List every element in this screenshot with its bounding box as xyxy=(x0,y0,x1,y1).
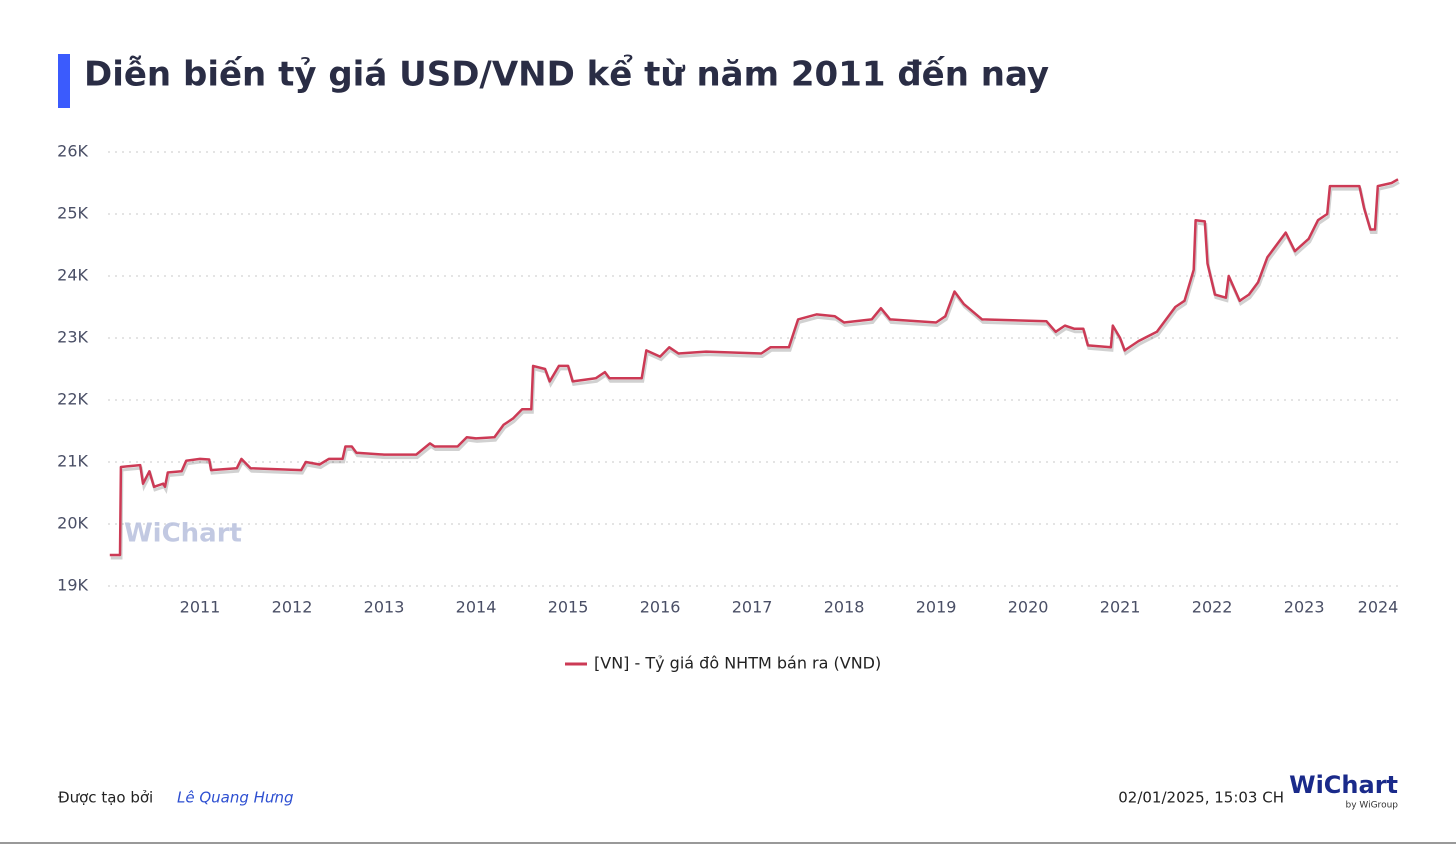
footer-created-by: Được tạo bởi xyxy=(58,789,153,807)
x-tick-label: 2018 xyxy=(824,598,865,617)
legend-label: [VN] - Tỷ giá đô NHTM bán ra (VND) xyxy=(594,654,881,673)
logo: WiChart xyxy=(1289,771,1398,799)
title-accent xyxy=(58,54,70,108)
x-tick-label: 2015 xyxy=(548,598,589,617)
x-tick-label: 2024 xyxy=(1358,598,1399,617)
x-tick-label: 2017 xyxy=(732,598,773,617)
x-tick-label: 2019 xyxy=(916,598,957,617)
watermark: WiChart xyxy=(124,519,242,549)
logo-sub: by WiGroup xyxy=(1345,801,1398,811)
x-tick-label: 2014 xyxy=(456,598,497,617)
footer-author[interactable]: Lê Quang Hưng xyxy=(177,789,293,807)
footer-timestamp: 02/01/2025, 15:03 CH xyxy=(1118,789,1284,807)
line xyxy=(109,178,1399,557)
y-tick-label: 25K xyxy=(57,204,88,223)
y-tick-label: 20K xyxy=(57,514,88,533)
y-tick-label: 26K xyxy=(57,142,88,161)
y-tick-label: 22K xyxy=(57,390,88,409)
x-tick-label: 2021 xyxy=(1100,598,1141,617)
x-tick-label: 2022 xyxy=(1192,598,1233,617)
x-tick-label: 2012 xyxy=(272,598,313,617)
y-tick-label: 24K xyxy=(57,266,88,285)
x-tick-label: 2013 xyxy=(364,598,405,617)
x-tick-label: 2016 xyxy=(640,598,681,617)
chart-title: Diễn biến tỷ giá USD/VND kể từ năm 2011 … xyxy=(84,54,1049,95)
y-tick-label: 21K xyxy=(57,452,88,471)
y-tick-label: 23K xyxy=(57,328,88,347)
x-tick-label: 2023 xyxy=(1284,598,1325,617)
x-tick-label: 2011 xyxy=(180,598,221,617)
line-shadow xyxy=(110,181,1400,560)
x-tick-label: 2020 xyxy=(1008,598,1049,617)
y-tick-label: 19K xyxy=(57,576,88,595)
